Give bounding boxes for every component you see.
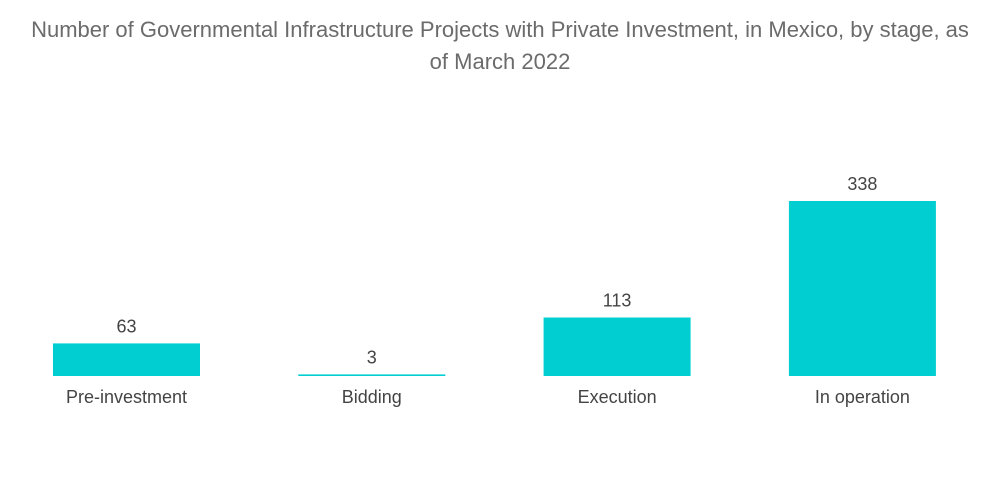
data-label: 3: [367, 347, 377, 367]
category-label: Bidding: [342, 387, 402, 407]
chart-title: Number of Governmental Infrastructure Pr…: [31, 17, 969, 74]
category-label: Execution: [578, 387, 657, 407]
bar-pre-investment: [53, 343, 200, 376]
bar-bidding: [298, 374, 446, 376]
category-label: Pre-investment: [66, 387, 187, 407]
category-label: In operation: [815, 387, 910, 407]
data-label: 113: [603, 291, 632, 311]
data-label: 63: [116, 316, 136, 336]
data-label: 338: [847, 174, 877, 194]
bar-execution: [543, 317, 691, 376]
bar-in-operation: [788, 201, 936, 376]
